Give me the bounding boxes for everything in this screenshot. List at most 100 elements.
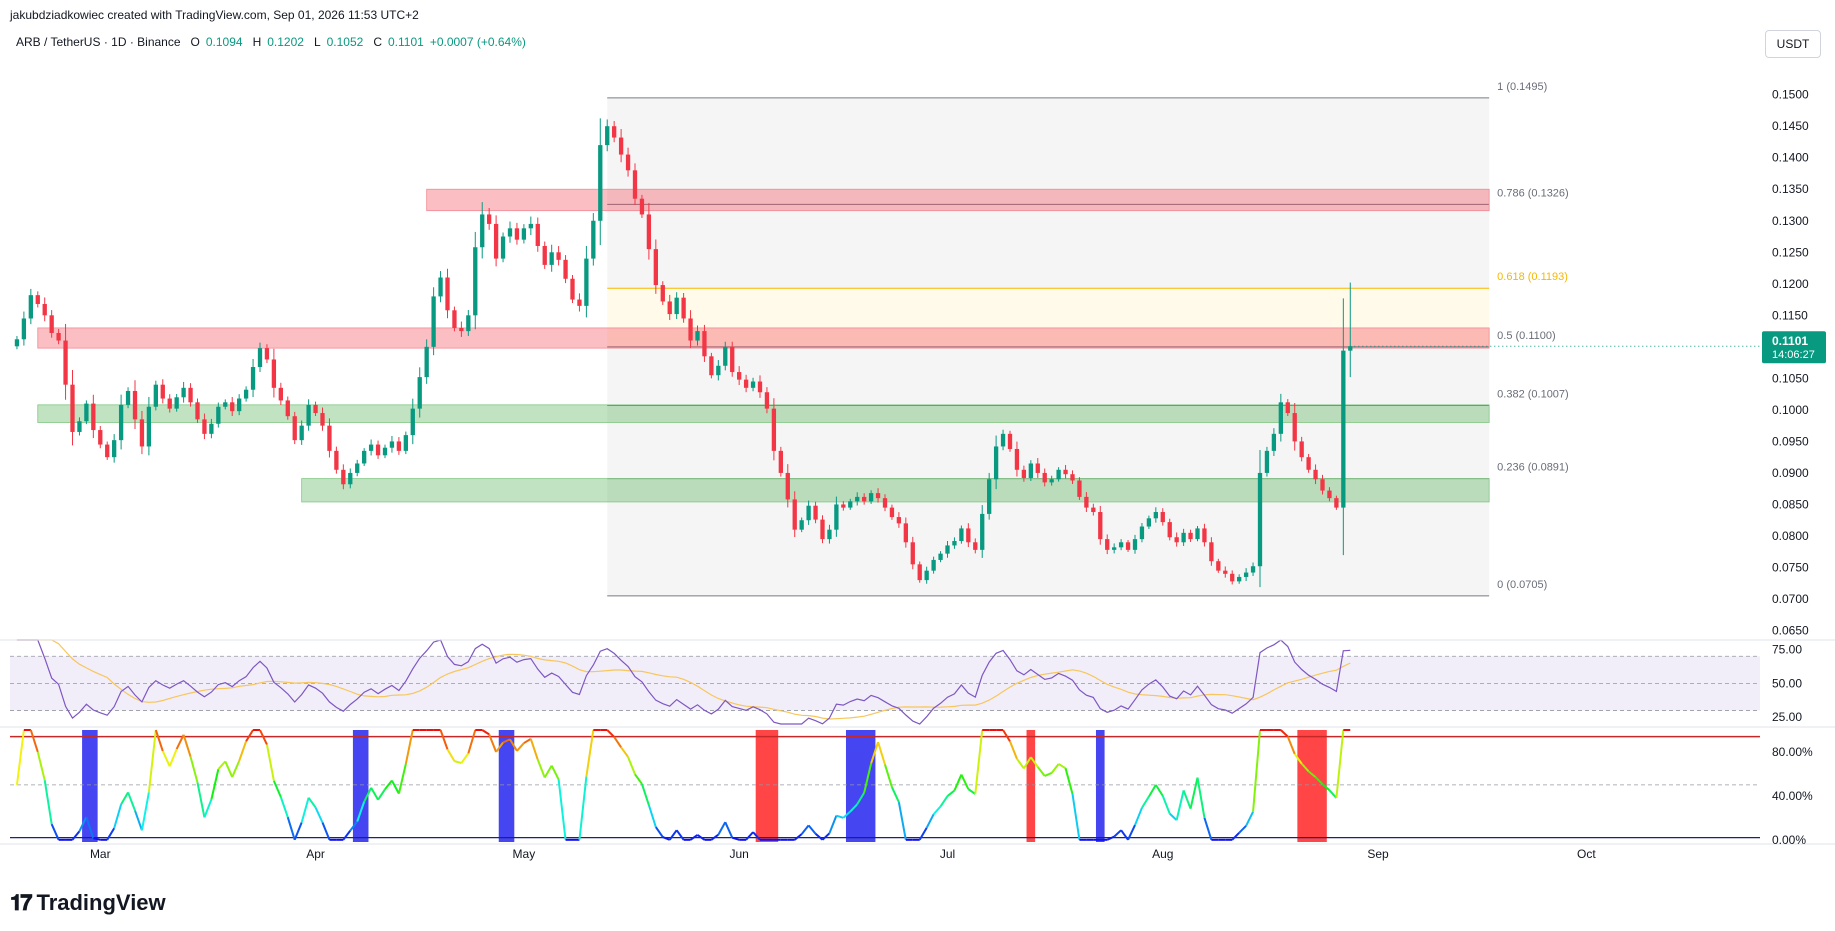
symbol-name[interactable]: ARB / TetherUS · 1D · Binance bbox=[16, 35, 181, 49]
candle-body bbox=[438, 277, 443, 297]
candle-body bbox=[1125, 542, 1131, 550]
stochastic-segment bbox=[1134, 807, 1143, 826]
candle-body bbox=[785, 472, 790, 500]
candle-body bbox=[237, 398, 242, 412]
stochastic-segment bbox=[1071, 793, 1081, 840]
stochastic-segment bbox=[1286, 736, 1296, 755]
candle-body bbox=[1105, 539, 1110, 550]
stochastic-segment bbox=[856, 792, 866, 805]
stochastic-segment bbox=[140, 792, 150, 831]
stochastic-segment bbox=[495, 741, 504, 753]
price-tick-label: 0.1400 bbox=[1772, 151, 1809, 165]
candle-body bbox=[1084, 496, 1089, 508]
candle-body bbox=[417, 377, 422, 409]
stochastic-segment bbox=[1189, 777, 1199, 809]
stochastic-segment bbox=[1058, 763, 1067, 770]
stochastic-segment bbox=[897, 802, 907, 840]
candle-body bbox=[84, 403, 89, 422]
stochastic-segment bbox=[1023, 756, 1032, 769]
stochastic-segment bbox=[120, 791, 129, 805]
candle-body bbox=[153, 384, 158, 407]
overbought-signal bbox=[755, 730, 779, 842]
rsi-line bbox=[16, 639, 1351, 725]
price-tick-label: 0.1350 bbox=[1772, 182, 1809, 196]
candle-body bbox=[910, 542, 915, 565]
stochastic-segment bbox=[454, 760, 462, 765]
candle-body bbox=[1049, 479, 1054, 483]
candle-body bbox=[938, 553, 943, 560]
stochastic-segment bbox=[918, 827, 928, 841]
stochastic-segment bbox=[1120, 829, 1129, 841]
candle-body bbox=[723, 346, 728, 366]
candle-body bbox=[820, 519, 825, 540]
stochastic-segment bbox=[1044, 772, 1053, 777]
candle-body bbox=[355, 463, 360, 473]
tradingview-logo[interactable]: 𝟏𝟕 TradingView bbox=[10, 890, 166, 916]
stochastic-segment bbox=[1321, 783, 1331, 792]
stochastic-segment bbox=[516, 742, 525, 752]
price-tick-label: 0.1200 bbox=[1772, 277, 1809, 291]
candle-body bbox=[1306, 457, 1311, 470]
candle-body bbox=[1063, 469, 1068, 475]
stochastic-segment bbox=[960, 774, 970, 790]
rsi-ma-line bbox=[16, 639, 1351, 720]
candle-body bbox=[1348, 346, 1353, 351]
stochastic-segment bbox=[1328, 789, 1338, 799]
stochastic-segment bbox=[891, 786, 900, 803]
candle-body bbox=[431, 296, 436, 347]
candle-body bbox=[313, 404, 318, 414]
stochastic-segment bbox=[1231, 832, 1240, 841]
stochastic-segment bbox=[662, 836, 671, 841]
stochastic-segment bbox=[446, 748, 456, 762]
stochastic-segment bbox=[696, 834, 706, 841]
price-tick-label: 0.1050 bbox=[1772, 371, 1809, 385]
price-tick-label: 0.0850 bbox=[1772, 497, 1809, 511]
price-tick-label: 0.0750 bbox=[1772, 561, 1809, 575]
stochastic-segment bbox=[523, 738, 532, 744]
candle-body bbox=[1313, 469, 1318, 480]
candle-body bbox=[500, 236, 506, 259]
candle-body bbox=[480, 214, 485, 248]
stochastic-segment bbox=[675, 829, 685, 841]
candle-body bbox=[35, 295, 40, 304]
price-tick-label: 0.0650 bbox=[1772, 624, 1809, 638]
candle-body bbox=[799, 520, 804, 530]
open-label: O bbox=[190, 35, 200, 49]
stochastic-segment bbox=[245, 729, 254, 742]
stochastic-segment bbox=[175, 734, 185, 750]
currency-button[interactable]: USDT bbox=[1765, 30, 1821, 58]
candle-body bbox=[195, 402, 200, 420]
candle-body bbox=[980, 513, 985, 550]
candle-body bbox=[716, 365, 721, 376]
candle-body bbox=[556, 252, 561, 260]
candle-body bbox=[1195, 528, 1200, 540]
stochastic-segment bbox=[1293, 753, 1303, 765]
candle-body bbox=[612, 126, 617, 138]
stochastic-segment bbox=[578, 776, 588, 840]
candle-body bbox=[112, 440, 117, 458]
candle-body bbox=[362, 450, 367, 464]
candle-body bbox=[882, 498, 888, 508]
candle-body bbox=[806, 505, 811, 521]
candle-body bbox=[278, 387, 283, 401]
candle-body bbox=[389, 441, 395, 448]
close-value: 0.1101 bbox=[388, 35, 424, 49]
candle-body bbox=[403, 435, 408, 451]
stochastic-segment bbox=[78, 816, 88, 832]
price-tick-label: 0.0700 bbox=[1772, 592, 1809, 606]
stochastic-segment bbox=[1203, 817, 1213, 841]
candle-body bbox=[174, 397, 179, 409]
candle-body bbox=[91, 403, 96, 431]
candle-body bbox=[42, 303, 47, 316]
candle-body bbox=[507, 228, 513, 237]
stochastic-segment bbox=[196, 782, 206, 818]
fib-band bbox=[607, 405, 1490, 479]
candle-body bbox=[1202, 528, 1207, 543]
candle-body bbox=[188, 387, 193, 403]
candle-body bbox=[1028, 463, 1033, 478]
candle-body bbox=[375, 444, 381, 456]
stochastic-segment bbox=[71, 830, 81, 841]
candle-body bbox=[667, 301, 672, 315]
stochastic-segment bbox=[1300, 762, 1310, 773]
